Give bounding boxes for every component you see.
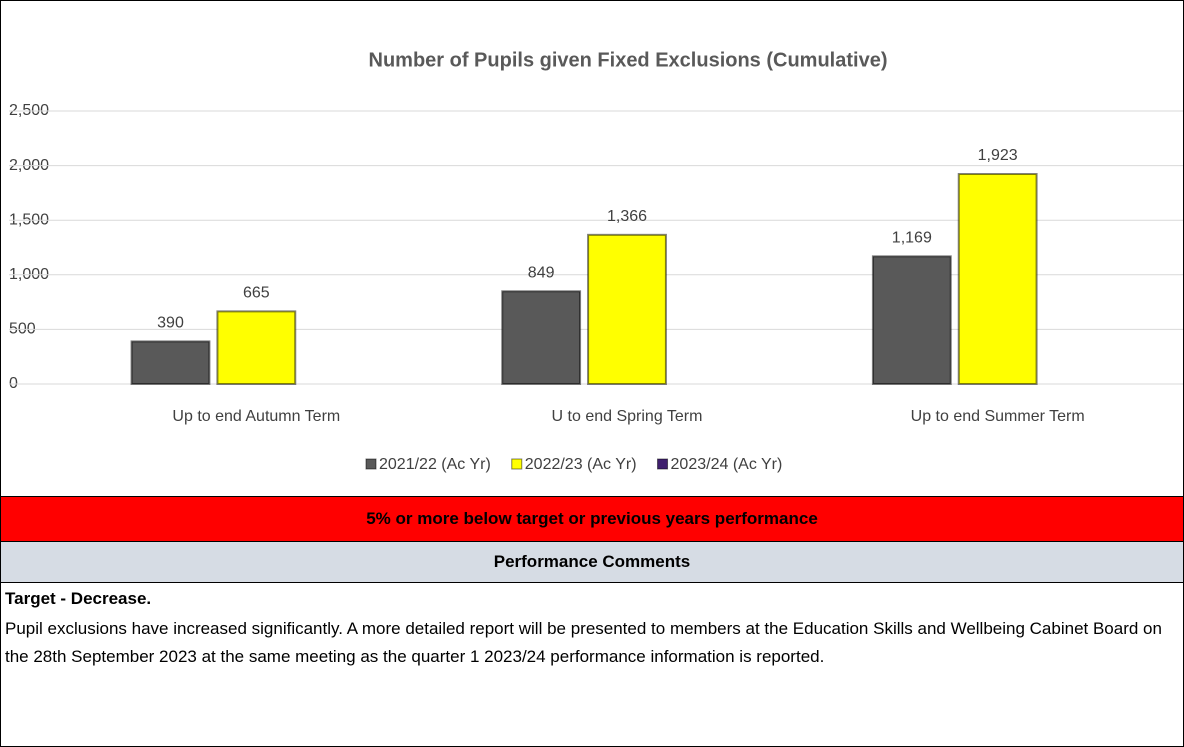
chart-title: Number of Pupils given Fixed Exclusions … bbox=[369, 49, 888, 71]
bar bbox=[130, 340, 211, 385]
legend-label: 2021/22 (Ac Yr) bbox=[379, 456, 491, 473]
chart: Number of Pupils given Fixed Exclusions … bbox=[9, 49, 1183, 473]
comments-heading: Performance Comments bbox=[1, 542, 1183, 583]
status-banner: 5% or more below target or previous year… bbox=[1, 496, 1183, 542]
legend-label: 2022/23 (Ac Yr) bbox=[525, 456, 637, 473]
bar bbox=[501, 290, 582, 386]
legend-label: 2023/24 (Ac Yr) bbox=[671, 456, 783, 473]
x-tick-label: U to end Spring Term bbox=[552, 408, 703, 425]
x-tick-label: Up to end Summer Term bbox=[911, 408, 1085, 425]
legend-swatch bbox=[365, 458, 377, 470]
bar bbox=[957, 173, 1038, 385]
value-label: 390 bbox=[157, 315, 184, 332]
value-label: 1,923 bbox=[978, 147, 1018, 164]
target: Target - Decrease. bbox=[5, 589, 152, 608]
value-label: 1,366 bbox=[607, 208, 647, 225]
value-label: 665 bbox=[243, 285, 270, 302]
value-label: 1,169 bbox=[892, 230, 932, 247]
bar bbox=[587, 233, 667, 385]
value-label: 849 bbox=[528, 265, 555, 282]
legend-swatch bbox=[657, 458, 669, 470]
bar bbox=[871, 255, 952, 385]
x-tick-label: Up to end Autumn Term bbox=[172, 408, 340, 425]
legend-swatch bbox=[511, 458, 523, 470]
bar bbox=[216, 310, 297, 385]
comments-text: Pupil exclusions have increased signific… bbox=[5, 619, 1162, 666]
